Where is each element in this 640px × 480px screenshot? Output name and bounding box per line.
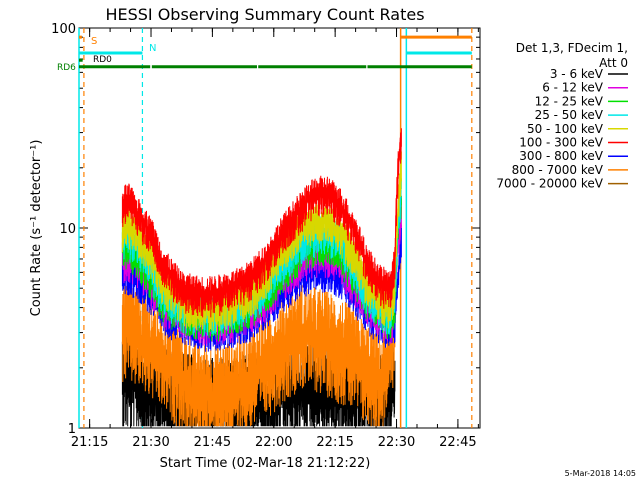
- series-800-7000kev-line: [121, 277, 396, 427]
- legend-entry-label: 6 - 12 keV: [542, 81, 604, 95]
- legend-entry-label: 300 - 800 keV: [519, 149, 603, 163]
- flag-label-rd6: RD6: [57, 63, 76, 73]
- series-50-100kev-line: [121, 151, 402, 333]
- legend-header-line: Det 1,3, FDecim 1,: [516, 41, 628, 55]
- x-tick-label: 22:00: [255, 435, 292, 450]
- legend-header-line: Att 0: [599, 56, 628, 70]
- flag-label-s: S: [91, 36, 97, 47]
- x-tick-label: 21:30: [132, 435, 169, 450]
- legend-entry-label: 100 - 300 keV: [519, 136, 603, 150]
- legend-entry-label: 12 - 25 keV: [535, 94, 604, 108]
- x-tick-label: 21:45: [194, 435, 231, 450]
- y-axis-label: Count Rate (s⁻¹ detector⁻¹): [29, 140, 44, 317]
- series-100-300kev-line: [121, 128, 402, 318]
- y-tick-label: 10: [59, 222, 76, 237]
- flag-label-n: N: [149, 43, 156, 54]
- legend-entry-label: 25 - 50 keV: [535, 108, 604, 122]
- x-axis-label: Start Time (02-Mar-18 21:12:22): [160, 456, 371, 471]
- legend-entry-label: 3 - 6 keV: [550, 67, 604, 81]
- x-tick-label: 22:45: [439, 435, 476, 450]
- legend-entry-label: 50 - 100 keV: [527, 122, 604, 136]
- flag-label-rd0: RD0: [93, 55, 112, 65]
- x-tick-label: 21:15: [71, 435, 108, 450]
- y-tick-label: 1: [68, 422, 76, 437]
- legend-entry-label: 7000 - 20000 keV: [496, 177, 603, 191]
- timestamp-label: 5-Mar-2018 14:05: [565, 469, 636, 478]
- chart-title: HESSI Observing Summary Count Rates: [105, 5, 424, 24]
- x-tick-label: 22:30: [378, 435, 415, 450]
- legend-entry-label: 800 - 7000 keV: [512, 163, 604, 177]
- y-tick-label: 100: [51, 22, 76, 37]
- x-tick-label: 22:15: [316, 435, 353, 450]
